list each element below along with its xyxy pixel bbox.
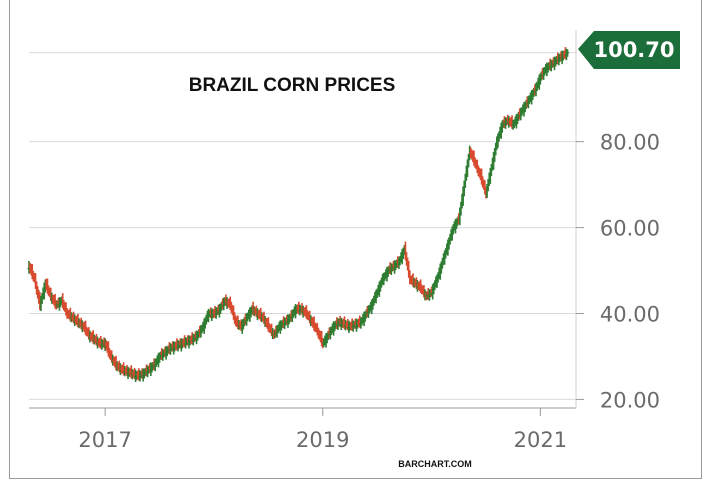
x-tick-label: 2021 (514, 428, 567, 452)
last-price-badge-shape (578, 31, 680, 69)
y-tick-label: 40.00 (600, 303, 660, 327)
gridlines (29, 52, 576, 400)
x-tick-label: 2019 (296, 428, 349, 452)
x-tick-label: 2017 (78, 428, 131, 452)
source-watermark: BARCHART.COM (398, 459, 472, 469)
last-price-badge: 100.70 (578, 31, 680, 69)
y-tick-label: 20.00 (600, 388, 660, 412)
ohlc-bars (27, 47, 570, 382)
ohlc-bar (565, 49, 570, 57)
y-tick-labels: 20.00 40.00 60.00 80.00 (576, 131, 660, 412)
x-tick-labels: 2017 2019 2021 (78, 408, 567, 452)
y-tick-label: 80.00 (600, 131, 660, 155)
chart-title: BRAZIL CORN PRICES (189, 75, 396, 96)
y-tick-label: 60.00 (600, 217, 660, 241)
last-price-label: 100.70 (593, 38, 674, 62)
